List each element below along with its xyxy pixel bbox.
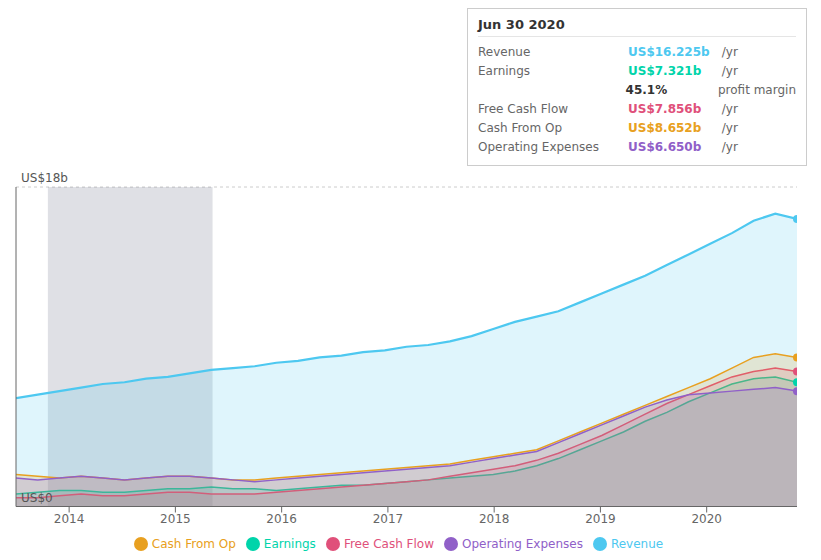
svg-text:2020: 2020 xyxy=(691,512,722,526)
html-text:/yr: /yr xyxy=(718,64,738,78)
html-text:US$16.225b: US$16.225b xyxy=(628,45,710,59)
html-text:US$6.650b: US$6.650b xyxy=(628,140,702,154)
html-text:Revenue: Revenue xyxy=(610,536,664,551)
svg-text:2016: 2016 xyxy=(266,512,297,526)
svg-text:US$18b: US$18b xyxy=(21,171,68,185)
html-text:US$7.856b: US$7.856b xyxy=(628,102,702,116)
html-text:/yr: /yr xyxy=(718,140,738,154)
html-text:Operating Expenses: Operating Expenses xyxy=(462,536,583,551)
svg-text:2017: 2017 xyxy=(373,512,404,526)
html-text:profit margin: profit margin xyxy=(714,83,796,97)
svg-text:2019: 2019 xyxy=(585,512,616,526)
html-text:/yr: /yr xyxy=(718,102,738,116)
svg-text:2014: 2014 xyxy=(54,512,85,526)
html-text:Operating Expenses: Operating Expenses xyxy=(478,140,599,154)
html-text:/yr: /yr xyxy=(718,121,738,135)
svg-text:US$0: US$0 xyxy=(21,491,53,505)
svg-text:2018: 2018 xyxy=(479,512,510,526)
html-text:Revenue: Revenue xyxy=(478,45,531,59)
html-text:Free Cash Flow: Free Cash Flow xyxy=(343,536,434,551)
html-text:/yr: /yr xyxy=(718,45,738,59)
svg-text:2015: 2015 xyxy=(160,512,191,526)
html-text:US$7.321b: US$7.321b xyxy=(628,64,702,78)
html-text:45.1%: 45.1% xyxy=(625,83,668,97)
html-text:Cash From Op: Cash From Op xyxy=(151,536,236,551)
html-text:Cash From Op: Cash From Op xyxy=(478,121,562,135)
html-text:Earnings: Earnings xyxy=(478,64,531,78)
html-text:Free Cash Flow: Free Cash Flow xyxy=(478,102,569,116)
html-text:US$8.652b: US$8.652b xyxy=(628,121,702,135)
html-text:Earnings: Earnings xyxy=(263,536,316,551)
html-text:Jun 30 2020: Jun 30 2020 xyxy=(478,17,565,32)
